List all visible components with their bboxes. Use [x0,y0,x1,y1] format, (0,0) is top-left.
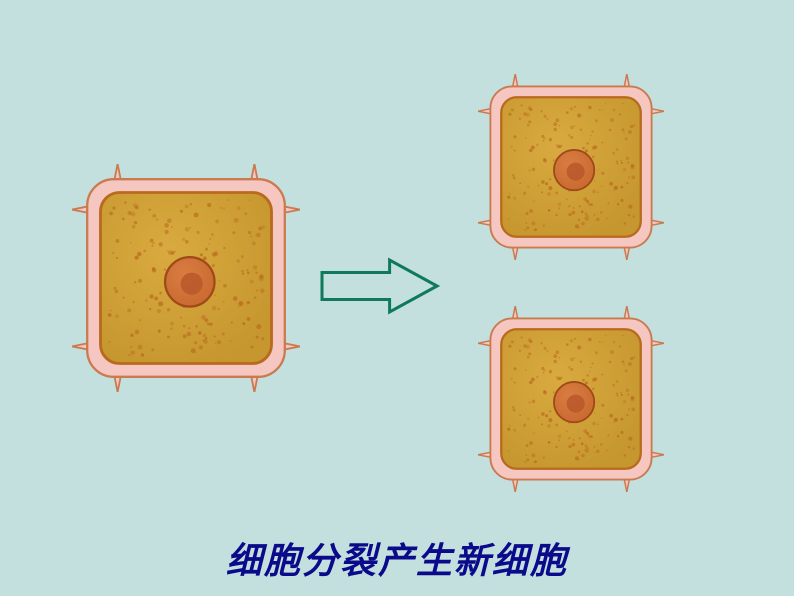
caption-text: 细胞分裂产生新细胞 [0,532,794,584]
daughter-cell-bottom [478,306,664,492]
diagram-canvas: 细胞分裂产生新细胞 [0,0,794,596]
division-arrow-icon [320,256,440,316]
daughter-cell-top [478,74,664,260]
parent-cell [72,164,300,392]
